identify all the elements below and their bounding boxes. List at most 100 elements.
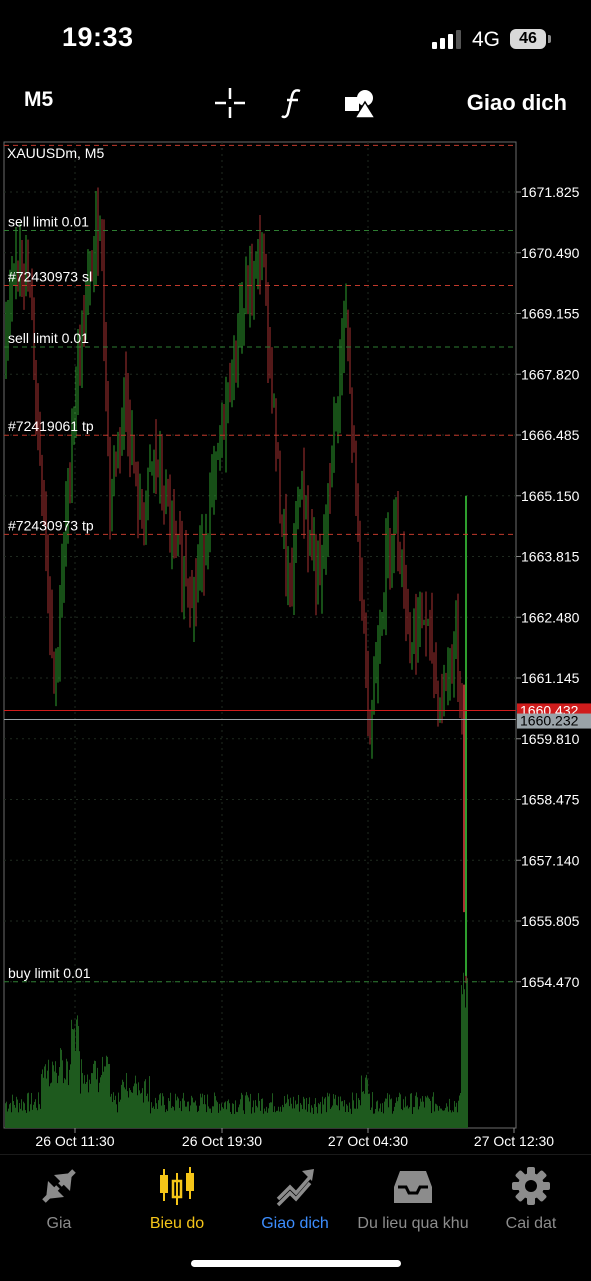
volume-bar (87, 1074, 88, 1128)
history-icon (394, 1171, 432, 1203)
volume-bar (307, 1111, 308, 1128)
volume-bar (326, 1112, 327, 1128)
volume-bar (86, 1082, 87, 1128)
trade-button[interactable]: Giao dich (466, 90, 567, 115)
objects-icon[interactable] (343, 86, 377, 120)
timeframe-button[interactable]: M5 (24, 88, 54, 111)
order-label: sell limit 0.01 (8, 213, 89, 229)
volume-bar (135, 1075, 136, 1128)
volume-bar (219, 1103, 220, 1128)
price-chart[interactable]: 26 Oct 11:30 26 Oct 19:30 27 Oct 04:30 27 O… (0, 138, 591, 1154)
volume-bar (418, 1109, 419, 1128)
volume-bar (161, 1105, 162, 1128)
volume-bar (377, 1100, 378, 1128)
volume-bar (328, 1096, 329, 1128)
volume-bar (42, 1069, 43, 1128)
volume-bar (290, 1097, 291, 1128)
tab-quotes[interactable]: Gia (0, 1165, 118, 1233)
volume-bar (383, 1113, 384, 1128)
volume-bar (246, 1092, 247, 1128)
volume-bar (226, 1109, 227, 1128)
volume-bar (320, 1101, 321, 1128)
tab-trade[interactable]: Giao dich (236, 1165, 354, 1233)
function-icon[interactable] (276, 86, 310, 120)
volume-bar (375, 1109, 376, 1128)
volume-bar (401, 1108, 402, 1128)
volume-bar (395, 1102, 396, 1128)
volume-bar (258, 1093, 259, 1128)
volume-bar (438, 1110, 439, 1128)
volume-bar (409, 1107, 410, 1128)
volume-bar (101, 1075, 102, 1128)
volume-bar (323, 1104, 324, 1128)
volume-bar (154, 1108, 155, 1128)
volume-bar (169, 1101, 170, 1128)
battery-tip (548, 35, 551, 43)
volume-bar (329, 1093, 330, 1128)
volume-bar (225, 1101, 226, 1128)
volume-bar (327, 1092, 328, 1128)
volume-bar (280, 1106, 281, 1128)
volume-bar (63, 1083, 64, 1128)
volume-bar (193, 1102, 194, 1128)
volume-bar (265, 1111, 266, 1128)
chart-canvas[interactable]: 26 Oct 11:30 26 Oct 19:30 27 Oct 04:30 27 O… (0, 138, 591, 1154)
volume-bar (146, 1096, 147, 1128)
volume-bar (147, 1093, 148, 1128)
volume-bar (213, 1106, 214, 1128)
volume-bar (21, 1099, 22, 1128)
volume-bar (379, 1108, 380, 1128)
volume-bar (163, 1096, 164, 1128)
volume-bar (313, 1113, 314, 1128)
volume-bar (204, 1094, 205, 1128)
volume-bar (264, 1108, 265, 1128)
volume-bar (237, 1112, 238, 1128)
volume-bar (10, 1102, 11, 1128)
chart-icon (160, 1167, 194, 1205)
volume-bar (346, 1104, 347, 1128)
tab-chart[interactable]: Bieu do (118, 1165, 236, 1233)
volume-bar (205, 1104, 206, 1128)
volume-bar (197, 1112, 198, 1128)
price-tick-label: 1669.155 (521, 306, 580, 322)
tab-settings[interactable]: Cai dat (472, 1165, 590, 1233)
tab-label: Gia (46, 1215, 72, 1232)
volume-bar (78, 1026, 79, 1128)
crosshair-icon[interactable] (213, 86, 247, 120)
price-tick-label: 1661.145 (521, 670, 580, 686)
volume-bar (214, 1092, 215, 1128)
volume-bar (453, 1111, 454, 1128)
volume-bar (387, 1093, 388, 1128)
volume-bar (222, 1107, 223, 1128)
volume-bar (259, 1100, 260, 1128)
volume-bar (201, 1097, 202, 1128)
volume-bar (44, 1066, 45, 1128)
volume-bar (388, 1107, 389, 1128)
volume-bar (458, 1100, 459, 1128)
volume-bar (162, 1093, 163, 1128)
volume-bar (316, 1106, 317, 1128)
quotes-icon (42, 1169, 76, 1203)
volume-bar (367, 1079, 368, 1128)
volume-bar (216, 1100, 217, 1128)
volume-bar (392, 1113, 393, 1128)
volume-bar (151, 1102, 152, 1128)
tab-history[interactable]: Du lieu qua khu (354, 1165, 472, 1233)
volume-bar (115, 1095, 116, 1128)
volume-bar (261, 1099, 262, 1128)
volume-bar (349, 1102, 350, 1128)
volume-bar (255, 1100, 256, 1128)
volume-bar (325, 1097, 326, 1128)
volume-bar (104, 1066, 105, 1128)
volume-bar (385, 1098, 386, 1128)
volume-bar (118, 1092, 119, 1128)
volume-bar (227, 1101, 228, 1128)
volume-bar (434, 1111, 435, 1128)
volume-bar (182, 1098, 183, 1128)
volume-bar (456, 1102, 457, 1128)
volume-bar (100, 1077, 101, 1128)
volume-bar (230, 1111, 231, 1128)
volume-bar (402, 1110, 403, 1128)
volume-bar (351, 1113, 352, 1128)
tab-label: Giao dich (261, 1215, 329, 1232)
